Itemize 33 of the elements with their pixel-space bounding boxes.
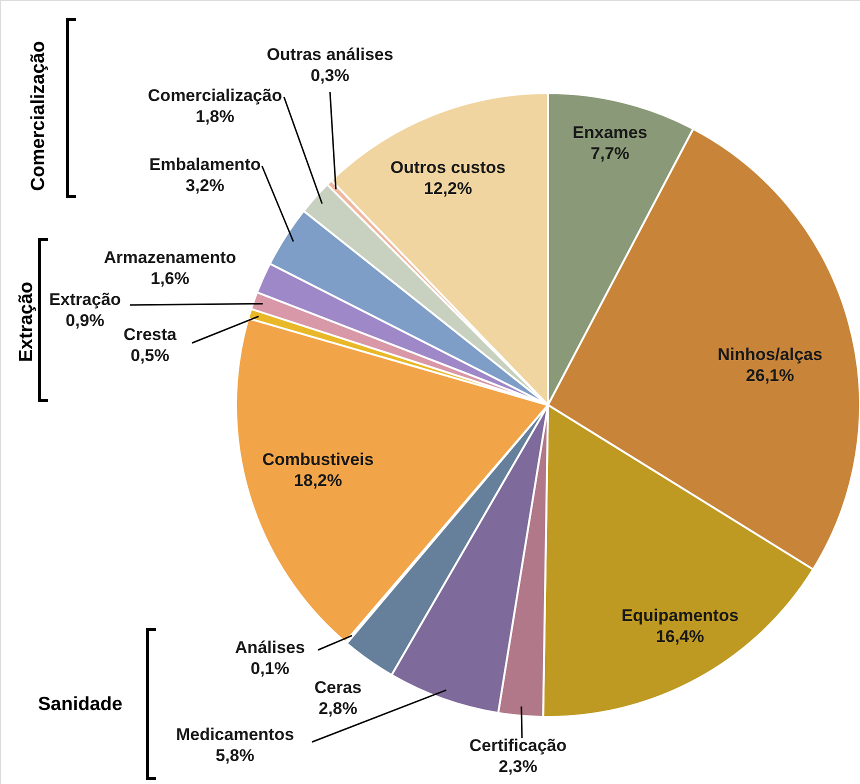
data-label: 7,7% (590, 144, 630, 163)
data-label: 18,2% (294, 471, 342, 490)
data-label: 5,8% (216, 746, 254, 765)
slice-label: Enxames (572, 123, 648, 142)
slice-label: Análises (235, 638, 305, 657)
slice-label: Equipamentos (621, 606, 739, 625)
data-label: 0,5% (130, 346, 170, 365)
slice-label: Armazenamento (104, 248, 236, 267)
data-label: 3,2% (186, 176, 224, 195)
data-label: 1,8% (196, 107, 234, 126)
slice-label: Outros custos (390, 158, 506, 177)
data-label: 2,8% (318, 699, 358, 718)
slice-label: Embalamento (149, 155, 261, 174)
slice-label: Extração (49, 290, 121, 309)
slice-label: Cresta (124, 325, 177, 344)
data-label: 0,1% (250, 659, 290, 678)
text: Extração (16, 280, 38, 364)
data-label: 26,1% (746, 366, 794, 385)
data-label: 1,6% (150, 269, 190, 288)
data-label: 12,2% (424, 179, 472, 198)
slice-label: Comercialização (148, 86, 282, 105)
text: Comercialização (28, 40, 50, 193)
data-label: 0,3% (310, 66, 350, 85)
slice-label: Ceras (314, 678, 362, 697)
slice-label: Combustiveis (262, 450, 374, 469)
data-label: 0,9% (66, 311, 104, 330)
data-label: 2,3% (498, 757, 538, 776)
text: Sanidade (38, 694, 122, 716)
slice-label: Ninhos/alças (718, 345, 822, 364)
data-label: 16,4% (656, 627, 704, 646)
slice-label: Medicamentos (176, 725, 294, 744)
slice-label: Outras análises (266, 45, 394, 64)
slice-label: Certificação (469, 736, 567, 755)
